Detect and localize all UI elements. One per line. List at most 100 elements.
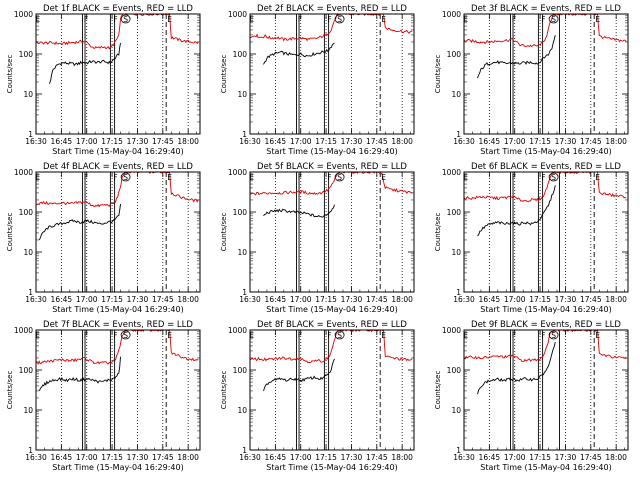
marker-label: F	[113, 15, 117, 24]
x-tick-label: 17:30	[341, 453, 363, 462]
marker-label: E	[249, 15, 254, 24]
plot-frame	[249, 171, 415, 293]
x-tick-label: 16:45	[51, 137, 73, 146]
series-line-lld	[249, 171, 413, 196]
x-tick-label: 17:00	[504, 453, 526, 462]
x-tick-label: 16:30	[453, 295, 475, 304]
marker-circle	[334, 14, 345, 24]
y-tick-label: 1000	[228, 168, 247, 177]
marker-label: S	[551, 173, 556, 182]
y-tick-label: 1	[28, 130, 33, 139]
marker-label: F	[541, 15, 545, 24]
x-tick-label: 18:00	[605, 295, 627, 304]
y-tick-label: 100	[233, 366, 248, 375]
x-axis-label: Start Time (15-May-04 16:29:40)	[480, 463, 611, 472]
chart-title: Det 6f BLACK = Events, RED = LLD	[471, 162, 621, 172]
chart-title: Det 5f BLACK = Events, RED = LLD	[257, 162, 407, 172]
marker-label: E	[463, 15, 468, 24]
marker-circle	[548, 330, 559, 340]
x-tick-label: 17:00	[290, 137, 312, 146]
series-line-events	[49, 43, 121, 84]
y-tick-label: 1	[456, 446, 461, 455]
marker-circle	[548, 172, 559, 182]
marker-label: F	[512, 331, 516, 340]
y-tick-label: 100	[233, 50, 248, 59]
x-tick-label: 16:45	[51, 453, 73, 462]
marker-label: F	[113, 331, 117, 340]
y-tick-label: 10	[237, 90, 247, 99]
marker-label: E	[167, 331, 172, 340]
marker-label: E	[381, 331, 386, 340]
marker-label: E	[463, 331, 468, 340]
y-tick-label: 10	[451, 248, 461, 257]
marker-label: F	[84, 15, 88, 24]
plot-frame	[463, 171, 629, 293]
x-tick-label: 16:30	[453, 453, 475, 462]
x-tick-label: 17:00	[290, 295, 312, 304]
y-tick-label: 10	[451, 90, 461, 99]
plot-frame	[249, 329, 415, 451]
chart-title: Det 1f BLACK = Events, RED = LLD	[43, 4, 193, 14]
x-tick-label: 16:30	[239, 453, 261, 462]
y-tick-label: 1	[28, 288, 33, 297]
marker-label: E	[167, 173, 172, 182]
x-axis-label: Start Time (15-May-04 16:29:40)	[52, 147, 183, 156]
x-tick-label: 16:45	[265, 453, 287, 462]
marker-label: E	[35, 331, 40, 340]
marker-label: F	[541, 331, 545, 340]
marker-label: E	[35, 15, 40, 24]
x-tick-label: 16:30	[25, 453, 47, 462]
y-tick-label: 1	[242, 288, 247, 297]
series-line-events	[263, 42, 335, 65]
x-tick-label: 17:15	[101, 137, 123, 146]
x-tick-label: 17:00	[504, 295, 526, 304]
x-tick-label: 18:00	[177, 295, 199, 304]
marker-circle	[120, 330, 131, 340]
y-tick-label: 10	[237, 248, 247, 257]
x-tick-label: 17:45	[580, 137, 602, 146]
x-tick-label: 17:45	[366, 295, 388, 304]
y-tick-label: 1000	[228, 10, 247, 19]
series-line-events	[38, 356, 121, 392]
x-tick-label: 18:00	[605, 453, 627, 462]
x-tick-label: 17:30	[127, 453, 149, 462]
y-tick-label: 1	[456, 130, 461, 139]
chart-title: Det 3f BLACK = Events, RED = LLD	[471, 4, 621, 14]
series-line-lld	[463, 329, 627, 363]
x-tick-label: 17:00	[76, 137, 98, 146]
marker-label: F	[512, 173, 516, 182]
marker-label: E	[35, 173, 40, 182]
x-tick-label: 17:30	[127, 295, 149, 304]
marker-label: F	[84, 173, 88, 182]
x-tick-label: 17:45	[366, 137, 388, 146]
x-tick-label: 17:00	[504, 137, 526, 146]
marker-label: E	[249, 173, 254, 182]
plot-frame	[463, 13, 629, 135]
x-tick-label: 17:15	[315, 453, 337, 462]
y-tick-label: 1000	[14, 326, 33, 335]
x-tick-label: 16:30	[25, 137, 47, 146]
x-axis-label: Start Time (15-May-04 16:29:40)	[266, 147, 397, 156]
y-axis-label: Counts/sec	[434, 55, 442, 94]
x-tick-label: 16:45	[479, 137, 501, 146]
y-tick-label: 100	[19, 366, 34, 375]
chart-title: Det 4f BLACK = Events, RED = LLD	[43, 162, 193, 172]
y-tick-label: 100	[447, 208, 462, 217]
x-tick-label: 18:00	[391, 137, 413, 146]
marker-label: E	[463, 173, 468, 182]
marker-circle	[120, 14, 131, 24]
plot-frame	[35, 171, 201, 293]
chart-title: Det 9f BLACK = Events, RED = LLD	[471, 320, 621, 330]
x-tick-label: 17:45	[580, 295, 602, 304]
x-axis-label: Start Time (15-May-04 16:29:40)	[480, 147, 611, 156]
marker-label: S	[123, 173, 128, 182]
marker-label: S	[337, 331, 342, 340]
marker-label: S	[551, 331, 556, 340]
x-tick-label: 17:15	[101, 295, 123, 304]
marker-label: F	[327, 15, 331, 24]
